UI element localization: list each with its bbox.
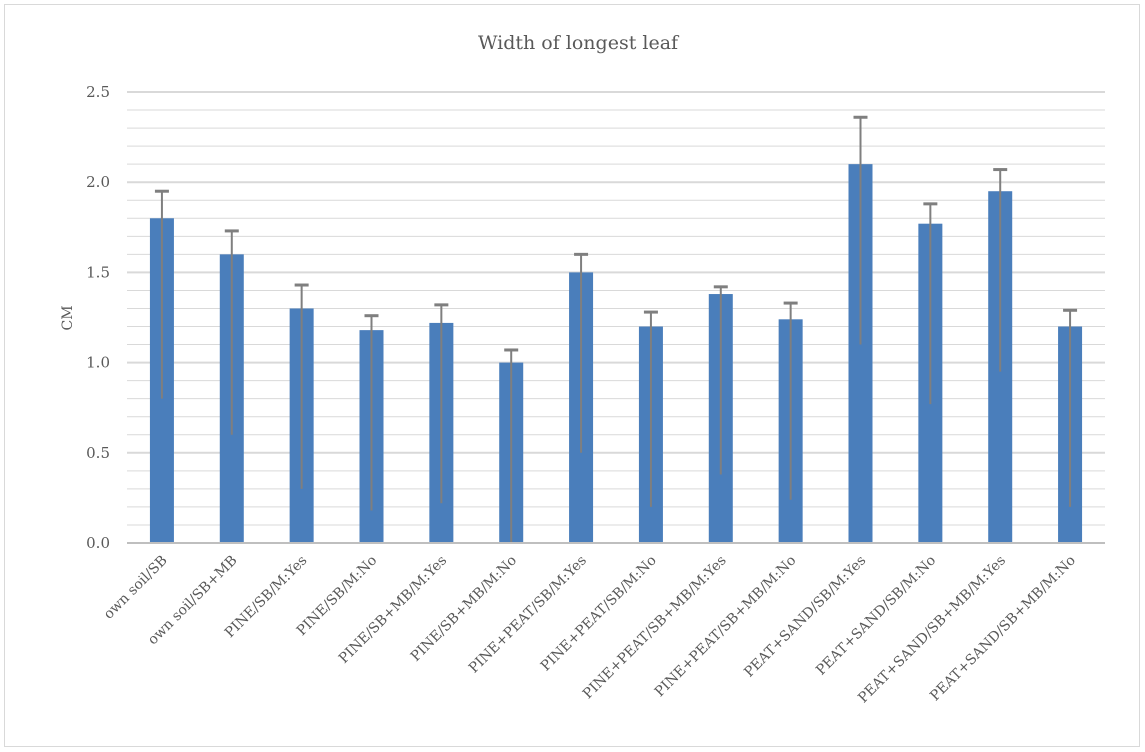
y-tick-labels: 0.0 0.5 1.0 1.5 2.0 2.5: [86, 83, 110, 552]
x-tick-label: PINE+PEAT/SB/M:Yes: [466, 553, 590, 677]
x-tick-label: PINE+PEAT/SB/M:No: [538, 553, 660, 675]
chart-title: Width of longest leaf: [478, 32, 680, 54]
y-tick-label: 1.5: [86, 263, 110, 281]
y-tick-label: 2.5: [86, 83, 110, 101]
gridlines: [127, 91, 1105, 544]
y-tick-label: 0.0: [86, 534, 110, 552]
y-tick-label: 0.5: [86, 444, 110, 462]
y-tick-label: 2.0: [86, 173, 110, 191]
y-axis-label: CM: [60, 305, 76, 330]
bars: [149, 164, 1083, 544]
x-tick-label: PEAT+SAND/SB/M:No: [813, 553, 939, 679]
x-tick-label: PEAT+SAND/SB+MB/M:Yes: [855, 553, 1009, 707]
error-bars: [154, 115, 1078, 543]
y-tick-label: 1.0: [86, 354, 110, 372]
x-tick-label: PEAT+SAND/SB/M:Yes: [741, 553, 869, 681]
x-tick-label: PEAT+SAND/SB+MB/M:No: [927, 553, 1079, 705]
x-tick-label: own soil/SB: [101, 553, 171, 623]
x-tick-label: PINE+PEAT/SB+MB/M:Yes: [580, 553, 730, 703]
x-tick-label: PINE+PEAT/SB+MB/M:No: [652, 553, 800, 701]
